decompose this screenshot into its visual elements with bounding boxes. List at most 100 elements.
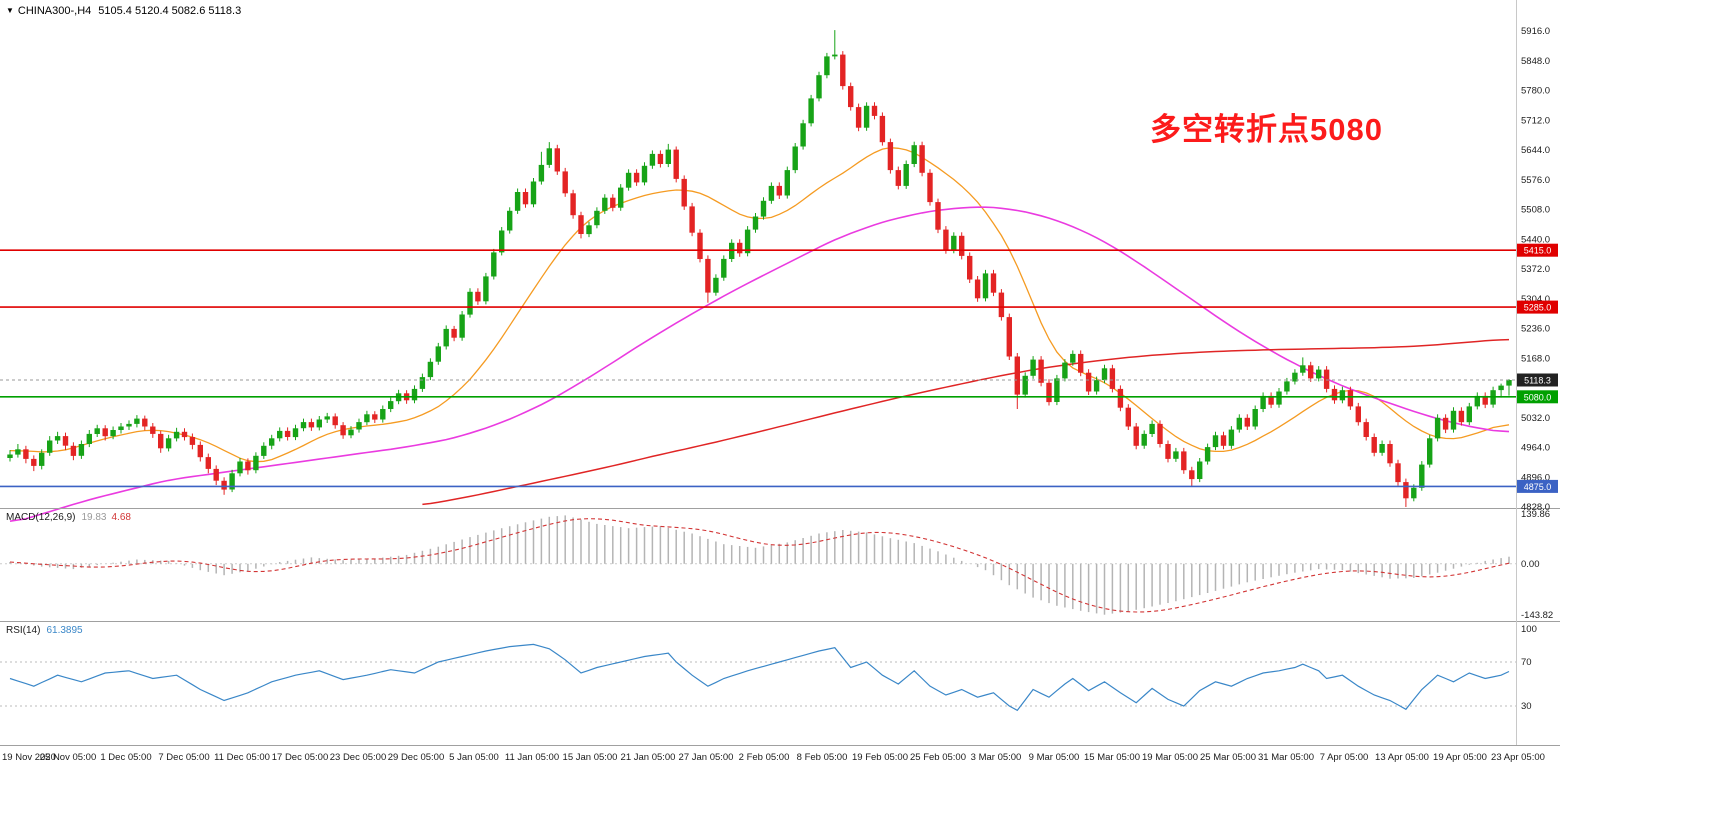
candle-body — [1197, 461, 1203, 479]
candle-body — [855, 107, 862, 128]
candle-body — [499, 230, 505, 253]
price-tag-5285.0 — [1517, 300, 1558, 314]
candle-body — [530, 181, 537, 205]
x-tick-label: 3 Mar 05:00 — [971, 752, 1022, 763]
candle-body — [1506, 380, 1512, 386]
macd-tick-label: -143.82 — [1521, 610, 1553, 621]
candle-body — [1411, 487, 1417, 499]
candle-body — [1038, 359, 1044, 383]
candle-body — [578, 215, 584, 234]
y-tick-label: 4964.0 — [1521, 443, 1550, 454]
candle-body — [1292, 372, 1298, 382]
candle-body — [1189, 470, 1195, 480]
x-tick-label: 9 Mar 05:00 — [1029, 752, 1080, 763]
candle-body — [197, 444, 203, 458]
macd-signal-value: 4.68 — [111, 512, 131, 523]
candle-body — [150, 426, 156, 434]
y-tick-label: 5508.0 — [1521, 205, 1550, 216]
macd-histogram — [9, 515, 1510, 615]
y-tick-label: 5168.0 — [1521, 353, 1550, 364]
candle-body — [284, 430, 291, 437]
candle-body — [998, 292, 1005, 318]
x-tick-label: 1 Dec 05:00 — [100, 752, 151, 763]
candle-body — [586, 225, 592, 235]
candle-body — [784, 170, 790, 196]
candle-body — [1316, 369, 1322, 379]
candle-body — [737, 242, 743, 254]
candle-body — [467, 291, 473, 315]
candle-body — [689, 206, 695, 233]
candle-body — [657, 153, 664, 164]
macd-tick-label: 0.00 — [1521, 559, 1540, 570]
price-tag-label: 5285.0 — [1524, 303, 1552, 313]
candle-body — [1236, 417, 1242, 430]
candle-body — [411, 388, 418, 401]
candle-body — [1157, 423, 1163, 444]
rsi-tick-label: 30 — [1521, 701, 1532, 712]
candle-body — [1284, 381, 1290, 392]
candle-body — [142, 418, 148, 427]
candle-body — [237, 461, 243, 474]
candle-body — [554, 148, 560, 172]
y-tick-label: 5032.0 — [1521, 413, 1550, 424]
x-tick-label: 29 Dec 05:00 — [388, 752, 445, 763]
candle-body — [316, 419, 322, 428]
x-tick-label: 13 Apr 05:00 — [1375, 752, 1429, 763]
candle-body — [62, 436, 69, 446]
candle-body — [1427, 438, 1433, 465]
candle-body — [895, 170, 901, 186]
candle-body — [292, 428, 299, 438]
candle-body — [221, 480, 227, 490]
x-tick-label: 21 Jan 05:00 — [621, 752, 676, 763]
candle-body — [848, 86, 854, 108]
candle-body — [1006, 317, 1012, 357]
y-tick-label: 5440.0 — [1521, 234, 1550, 245]
candle-body — [94, 428, 100, 434]
annotation-text[interactable]: 多空转折点5080 — [1150, 112, 1383, 147]
macd-name: MACD(12,26,9) — [6, 512, 76, 523]
rsi-indicator-label: RSI(14) 61.3895 — [6, 625, 83, 636]
candle-body — [871, 105, 878, 116]
candle-body — [78, 444, 85, 456]
ma-fast-line — [9, 147, 1510, 463]
price-tag-label: 5118.3 — [1524, 375, 1551, 385]
candle-body — [1109, 368, 1116, 389]
candle-body — [673, 149, 679, 179]
candle-body — [1434, 417, 1441, 439]
candle-body — [1062, 362, 1068, 379]
symbol-dropdown-icon[interactable]: ▼ — [6, 6, 14, 15]
candle-body — [1165, 444, 1171, 459]
candle-body — [1419, 464, 1425, 488]
candle-body — [308, 422, 315, 428]
candle-body — [372, 414, 378, 420]
candle-body — [1014, 356, 1020, 395]
candle-body — [697, 232, 703, 259]
x-tick-label: 5 Jan 05:00 — [449, 752, 499, 763]
candles-layer — [7, 30, 1512, 507]
candle-body — [491, 252, 497, 277]
price-axis-labels[interactable]: 5916.0 5848.0 5780.0 5712.0 5644.0 5576.0 5508… — [1521, 26, 1553, 712]
candle-body — [618, 187, 624, 208]
candle-body — [70, 445, 77, 456]
candle-body — [522, 192, 529, 205]
y-tick-label: 5712.0 — [1521, 115, 1550, 126]
candle-body — [324, 416, 330, 420]
y-tick-label: 5916.0 — [1521, 26, 1550, 37]
x-tick-label: 8 Feb 05:00 — [797, 752, 848, 763]
candle-body — [1355, 406, 1361, 423]
candle-body — [665, 149, 671, 164]
price-tag-label: 5080.0 — [1524, 392, 1552, 402]
candle-body — [261, 445, 267, 456]
y-tick-label: 4828.0 — [1521, 502, 1550, 513]
candle-body — [364, 414, 370, 423]
candle-body — [705, 258, 711, 293]
macd-signal-line — [9, 518, 1510, 613]
candle-body — [1260, 395, 1266, 409]
candle-body — [1395, 463, 1401, 483]
candle-body — [47, 440, 53, 453]
candle-body — [1482, 395, 1488, 405]
macd-indicator-label: MACD(12,26,9) 19.83 4.68 — [6, 512, 131, 523]
candle-body — [546, 148, 552, 165]
rsi-value: 61.3895 — [46, 625, 83, 636]
